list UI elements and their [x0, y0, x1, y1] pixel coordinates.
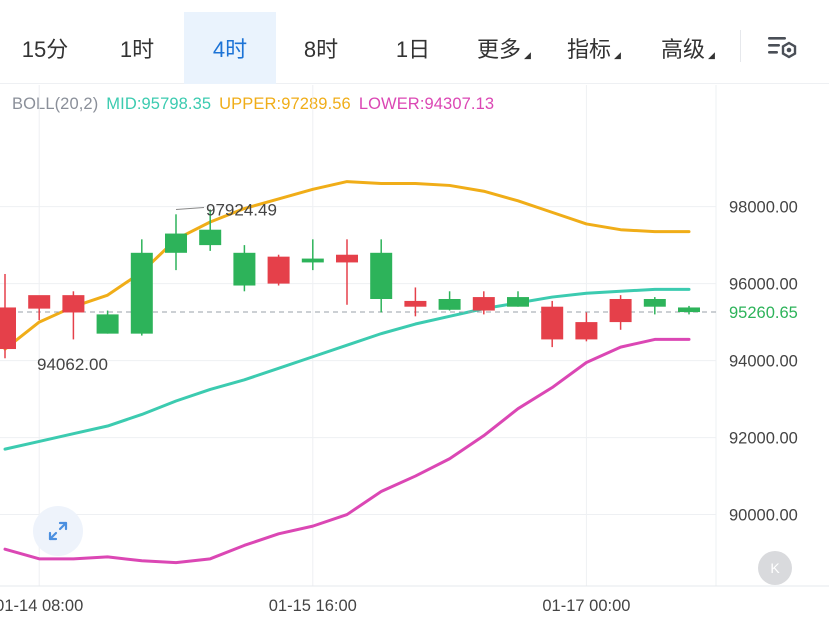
candle: [62, 291, 85, 340]
tab-1[interactable]: 15分: [8, 12, 82, 84]
boll-mid: MID:95798.35: [106, 95, 212, 113]
candle-body: [438, 298, 461, 310]
expand-button[interactable]: [33, 506, 83, 556]
candle-body: [541, 306, 564, 340]
y-tick-label: 98000.00: [729, 199, 798, 217]
candle-body: [165, 233, 187, 253]
annotation-connector: [175, 207, 205, 211]
candle-body: [678, 307, 700, 313]
chart-grid: [0, 85, 829, 587]
candle: [233, 245, 256, 292]
candle-body: [233, 252, 256, 286]
tab-label: 更多: [477, 37, 522, 62]
candle-body: [370, 252, 393, 299]
y-tick-label: 94000.00: [729, 353, 798, 371]
y-tick-label: 92000.00: [729, 430, 798, 448]
candle-body: [301, 258, 324, 263]
candle: [678, 305, 700, 315]
tab-3[interactable]: 4时: [184, 12, 276, 84]
chart-settings-icon[interactable]: [766, 34, 800, 62]
y-tick-label: 96000.00: [729, 276, 798, 294]
band-line-upper: [3, 180, 691, 351]
low-annotation: 94062.00: [37, 355, 108, 374]
candle-body: [472, 297, 495, 311]
tab-8[interactable]: 高级 ◢: [644, 12, 732, 84]
dropdown-arrow-icon: ◢: [614, 49, 621, 60]
candle: [28, 295, 51, 321]
candle: [267, 254, 290, 286]
timeframe-tabbar: 15分 1时 4时 8时 1日 更多 ◢ 指标 ◢ 高级 ◢: [0, 0, 829, 84]
tab-label: 指标: [567, 37, 612, 62]
candle: [165, 214, 187, 271]
band-line-mid: [3, 287, 691, 451]
candle: [575, 312, 598, 342]
x-tick-label: 01-15 16:00: [269, 597, 357, 615]
boll-lower: LOWER:94307.13: [358, 95, 495, 113]
candle-body: [62, 295, 85, 313]
tab-2[interactable]: 1时: [100, 12, 174, 84]
candle: [130, 239, 153, 336]
boll-upper: UPPER:97289.56: [219, 95, 351, 113]
k-button[interactable]: K: [758, 551, 792, 585]
candle: [199, 209, 222, 251]
boll-legend: BOLL(20,2) MID:95798.35 UPPER:97289.56 LOWE…: [12, 95, 502, 114]
candle: [472, 291, 495, 315]
x-tick-label: 01-17 00:00: [542, 597, 630, 615]
candle-body: [267, 256, 290, 284]
k-icon: K: [770, 560, 780, 576]
tab-label: 1日: [395, 37, 431, 62]
candle: [438, 291, 461, 311]
tab-label: 1时: [119, 37, 155, 62]
tab-4[interactable]: 8时: [284, 12, 358, 84]
tab-6[interactable]: 更多 ◢: [462, 12, 546, 84]
candle-body: [0, 307, 16, 350]
dropdown-arrow-icon: ◢: [524, 49, 531, 60]
candle-body: [130, 252, 153, 334]
boll-name: BOLL(20,2): [12, 95, 99, 113]
dropdown-arrow-icon: ◢: [708, 49, 715, 60]
current-price-label: 95260.65: [729, 304, 798, 322]
candle: [0, 273, 16, 359]
candle: [507, 291, 529, 307]
candle: [336, 239, 358, 305]
candle-body: [575, 322, 598, 340]
expand-icon: [48, 521, 68, 541]
tab-7[interactable]: 指标 ◢: [552, 12, 636, 84]
candle-body: [199, 229, 222, 246]
candle-body: [96, 314, 119, 334]
tabbar-divider: [740, 30, 741, 62]
candle: [404, 287, 427, 317]
candle-body: [609, 298, 632, 323]
candle: [609, 295, 632, 330]
y-tick-label: 90000.00: [729, 507, 798, 525]
candle-body: [28, 295, 51, 309]
tab-label: 8时: [303, 37, 339, 62]
tab-label: 高级: [661, 37, 706, 62]
candle-body: [404, 300, 427, 307]
candle-body: [507, 297, 529, 307]
band-line-lower: [3, 337, 691, 565]
tab-label: 15分: [21, 37, 69, 62]
candle: [643, 297, 666, 315]
candle: [541, 300, 564, 348]
candle: [301, 239, 324, 271]
tab-5[interactable]: 1日: [374, 12, 452, 84]
candle: [96, 310, 119, 334]
candle-body: [643, 298, 666, 307]
candle-body: [336, 254, 358, 263]
tab-label: 4时: [212, 37, 248, 62]
candle: [370, 239, 393, 313]
high-annotation: 97924.49: [206, 201, 277, 220]
x-tick-label: 01-14 08:00: [0, 597, 83, 615]
